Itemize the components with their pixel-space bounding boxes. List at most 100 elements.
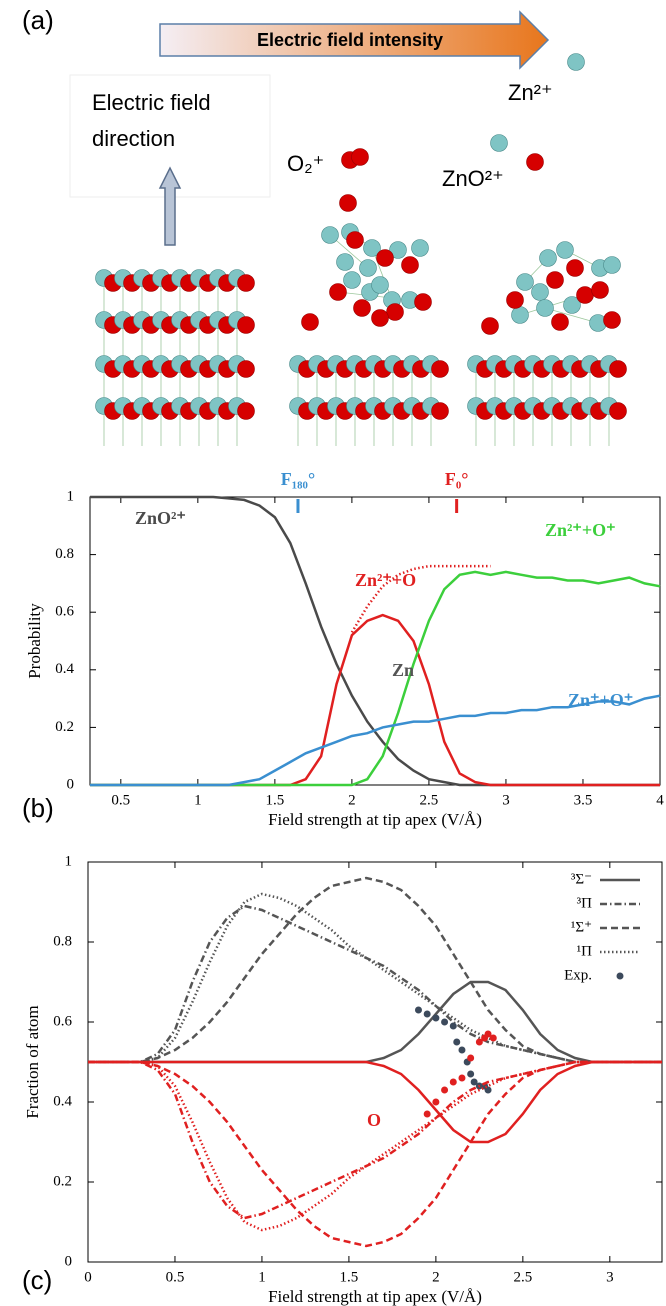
direction-label: direction (92, 126, 175, 151)
atom (389, 241, 407, 259)
atom (359, 259, 377, 277)
atom (490, 134, 508, 152)
atom (539, 249, 557, 267)
y-tick-label: 0.8 (55, 546, 74, 562)
atom (376, 249, 394, 267)
legend-label: ¹Σ⁺ (571, 919, 592, 935)
x-tick-label: 3 (502, 792, 510, 808)
y-tick-label: 0 (65, 1253, 73, 1269)
exp-point (484, 1086, 492, 1094)
annotation: Zn (392, 660, 414, 680)
atoms (95, 53, 627, 446)
exp-point (441, 1086, 449, 1094)
ion-label: O₂⁺ (287, 151, 324, 176)
x-axis-label: Field strength at tip apex (V/Å) (268, 1287, 482, 1306)
series-label: Zn²⁺+O⁺ (545, 520, 616, 540)
atom (301, 313, 319, 331)
y-tick-label: 0.2 (53, 1173, 72, 1189)
series-line (350, 564, 491, 634)
atom (414, 293, 432, 311)
y-tick-label: 0.8 (53, 933, 72, 949)
exp-point (484, 1030, 492, 1038)
series-line (88, 1060, 662, 1248)
atom (237, 316, 255, 334)
series-line (88, 876, 662, 1064)
exp-point (458, 1074, 466, 1082)
atom (237, 274, 255, 292)
atom (346, 231, 364, 249)
y-tick-label: 0.4 (53, 1093, 72, 1109)
series-line (88, 904, 662, 1064)
field-marker-label: F₁₈₀° (281, 469, 315, 489)
x-tick-label: 2.5 (513, 1269, 532, 1285)
x-tick-label: 2.5 (420, 792, 439, 808)
y-tick-label: 1 (65, 853, 73, 869)
field-marker-label: F₀° (445, 469, 469, 489)
y-tick-label: 0.4 (55, 661, 74, 677)
y-tick-label: 0.6 (53, 1013, 72, 1029)
panel-label: (c) (22, 1265, 52, 1295)
atom (401, 256, 419, 274)
legend-label: Exp. (564, 967, 592, 983)
ion-label: ZnO²⁺ (442, 166, 504, 191)
series-label: Zn⁺+O⁺ (568, 690, 633, 710)
x-tick-label: 0.5 (111, 792, 130, 808)
atom (363, 239, 381, 257)
series-line (88, 1060, 662, 1232)
exp-point (470, 1078, 478, 1086)
atom (506, 291, 524, 309)
exp-point (453, 1038, 461, 1046)
x-tick-label: 0.5 (166, 1269, 185, 1285)
legend-marker (616, 972, 624, 980)
exp-point (449, 1022, 457, 1030)
x-tick-label: 2 (432, 1269, 440, 1285)
y-tick-label: 0.2 (55, 719, 74, 735)
exp-point (449, 1078, 457, 1086)
exp-point (414, 1006, 422, 1014)
atom (237, 402, 255, 420)
atom (431, 360, 449, 378)
exp-point (423, 1110, 431, 1118)
y-tick-label: 0 (67, 776, 75, 792)
atom (531, 283, 549, 301)
atom (371, 276, 389, 294)
atom (343, 271, 361, 289)
atom (556, 241, 574, 259)
atom (526, 153, 544, 171)
atom (339, 194, 357, 212)
exp-point (467, 1054, 475, 1062)
atom (591, 281, 609, 299)
series-label: ZnO²⁺ (135, 508, 186, 528)
legend-label: ³Π (577, 895, 592, 911)
annotation: O (367, 1110, 381, 1130)
atom (321, 226, 339, 244)
exp-point (489, 1034, 497, 1042)
panel-label: (b) (22, 793, 54, 823)
bond (371, 247, 393, 301)
x-tick-label: 1.5 (340, 1269, 359, 1285)
atom (353, 299, 371, 317)
series-label: Zn²⁺+O (355, 570, 416, 590)
x-axis-label: Field strength at tip apex (V/Å) (268, 810, 482, 829)
series-line (88, 1060, 662, 1144)
x-tick-label: 1 (194, 792, 202, 808)
series-line (90, 570, 661, 787)
atom (603, 256, 621, 274)
atom (431, 402, 449, 420)
y-axis-label: Fraction of atom (23, 1005, 42, 1118)
atom (481, 317, 499, 335)
exp-point (423, 1010, 431, 1018)
atom (551, 313, 569, 331)
exp-point (467, 1070, 475, 1078)
x-tick-label: 4 (656, 792, 664, 808)
atom (576, 286, 594, 304)
atom (371, 309, 389, 327)
x-tick-label: 3 (606, 1269, 614, 1285)
atom (609, 402, 627, 420)
atom (511, 306, 529, 324)
x-tick-label: 3.5 (574, 792, 593, 808)
exp-point (432, 1014, 440, 1022)
atom (237, 360, 255, 378)
exp-point (432, 1098, 440, 1106)
